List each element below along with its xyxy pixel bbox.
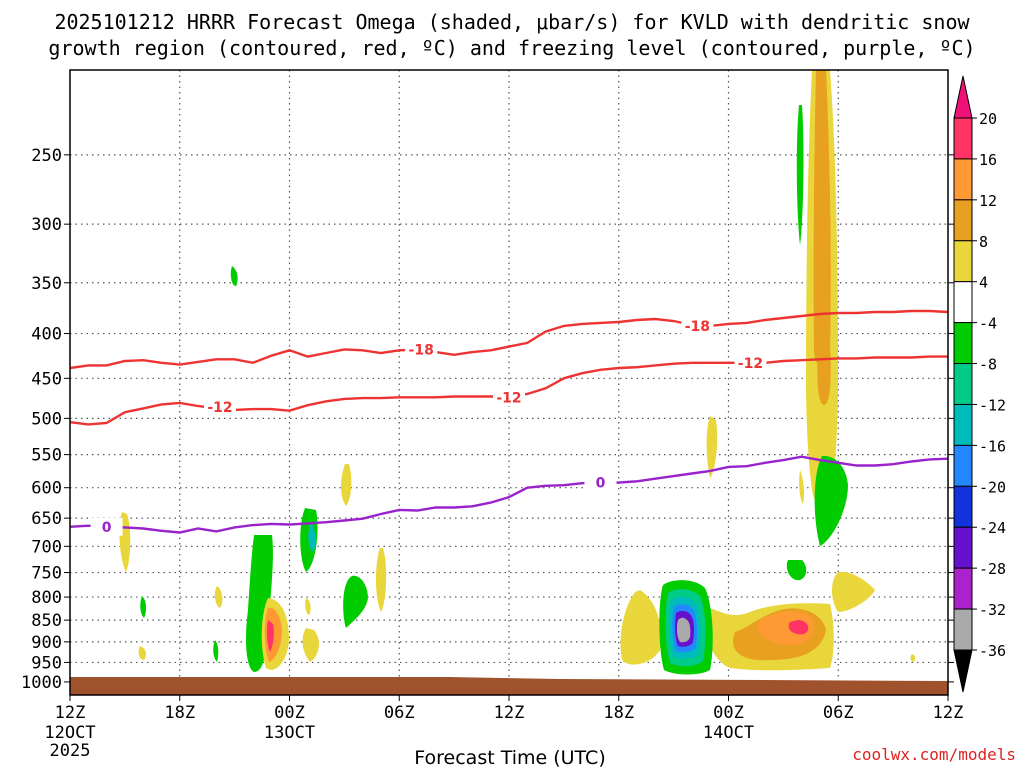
colorbar-swatch xyxy=(953,444,973,487)
contour-label: -12 xyxy=(207,400,232,416)
colorbar-swatch xyxy=(953,485,973,528)
y-tick-label: 800 xyxy=(31,588,62,608)
y-tick-label: 550 xyxy=(31,446,62,466)
contour-label-bg xyxy=(405,340,438,359)
y-tick-label: 750 xyxy=(31,564,62,584)
colorbar-swatch xyxy=(953,567,973,610)
contour-label-bg xyxy=(493,388,525,407)
x-tick-label: 12Z xyxy=(55,703,86,723)
contours: -18 -18 -12 -12 -12 0 0 xyxy=(69,309,949,536)
colorbar-label: 12 xyxy=(979,192,997,210)
colorbar-swatch xyxy=(953,363,973,405)
colorbar-swatch xyxy=(953,608,973,651)
y-tick-label: 950 xyxy=(31,653,62,673)
contour-label: -18 xyxy=(685,319,710,335)
colorbar-label: 4 xyxy=(979,274,988,292)
x-tick-label: 00Z xyxy=(713,703,744,723)
y-tick-label: 450 xyxy=(31,369,62,389)
colorbar-label: 16 xyxy=(979,151,997,169)
chart-title-line2: growth region (contoured, red, ºC) and f… xyxy=(48,36,975,60)
colorbar-label: -20 xyxy=(979,478,1006,496)
colorbar-label: -24 xyxy=(979,519,1006,537)
colorbar-bottom-arrow xyxy=(953,649,973,693)
colorbar-swatch xyxy=(953,403,973,446)
contour-label-bg xyxy=(584,473,617,492)
y-tick-label: 500 xyxy=(31,409,62,429)
colorbar-top-arrow xyxy=(953,75,973,119)
contour-label: 0 xyxy=(102,520,112,536)
contour-line xyxy=(69,455,949,534)
colorbar: 20 16 12 8 4 -4 -8 -12 -16 -20 -24 -28 -32 -36 xyxy=(953,75,1006,693)
x-tick-label: 18Z xyxy=(164,703,195,723)
contour-line xyxy=(69,309,949,370)
x-tick-label: 00Z xyxy=(274,703,305,723)
colorbar-swatch xyxy=(953,526,973,569)
contour-label: -12 xyxy=(738,356,763,372)
y-tick-label: 850 xyxy=(31,611,62,631)
x-tick-label: 06Z xyxy=(823,703,854,723)
colorbar-label: -16 xyxy=(979,437,1006,455)
contour-label-bg xyxy=(203,397,236,416)
colorbar-label: -32 xyxy=(979,601,1006,619)
y-tick-label: 1000 xyxy=(21,673,62,693)
colorbar-swatch xyxy=(953,281,973,324)
colorbar-label: -28 xyxy=(979,560,1006,578)
chart-title-line1: 2025101212 HRRR Forecast Omega (shaded, … xyxy=(54,10,970,34)
colorbar-label: -8 xyxy=(979,356,997,374)
surface-band xyxy=(70,677,948,695)
x-tick-date: 13OCT xyxy=(264,723,315,743)
colorbar-swatch xyxy=(953,322,973,365)
plot-frame xyxy=(69,69,949,696)
y-tick-label: 250 xyxy=(31,146,62,166)
contour-label-bg xyxy=(681,316,714,335)
colorbar-label: -4 xyxy=(979,315,997,333)
x-tick-label: 12Z xyxy=(933,703,964,723)
colorbar-label: -12 xyxy=(979,396,1006,414)
y-tick-label: 400 xyxy=(31,325,62,345)
x-tick-year: 2025 xyxy=(50,741,91,761)
y-tick-label: 700 xyxy=(31,537,62,557)
x-tick-label: 06Z xyxy=(384,703,415,723)
contour-label: 0 xyxy=(596,476,606,492)
contour-label-bg xyxy=(734,353,767,372)
credit-text[interactable]: coolwx.com/models xyxy=(852,745,1016,764)
contour-label: -18 xyxy=(409,342,434,358)
x-tick-label: 18Z xyxy=(603,703,634,723)
colorbar-swatch xyxy=(953,158,973,201)
y-tick-label: 350 xyxy=(31,274,62,294)
y-tick-label: 900 xyxy=(31,633,62,653)
y-tick-label: 300 xyxy=(31,215,62,235)
colorbar-swatch xyxy=(953,199,973,242)
x-tick-date: 12OCT xyxy=(44,723,95,743)
y-tick-label: 600 xyxy=(31,479,62,499)
y-tick-label: 650 xyxy=(31,509,62,529)
colorbar-swatch xyxy=(953,240,973,283)
colorbar-label: 8 xyxy=(979,233,988,251)
x-axis-label: Forecast Time (UTC) xyxy=(414,747,605,768)
x-tick-date: 14OCT xyxy=(703,723,754,743)
contour-label-bg xyxy=(90,517,123,536)
contour-label: -12 xyxy=(496,390,521,406)
colorbar-swatch xyxy=(953,117,973,160)
colorbar-label: -36 xyxy=(979,642,1006,660)
colorbar-label: 20 xyxy=(979,110,997,128)
x-tick-label: 12Z xyxy=(494,703,525,723)
